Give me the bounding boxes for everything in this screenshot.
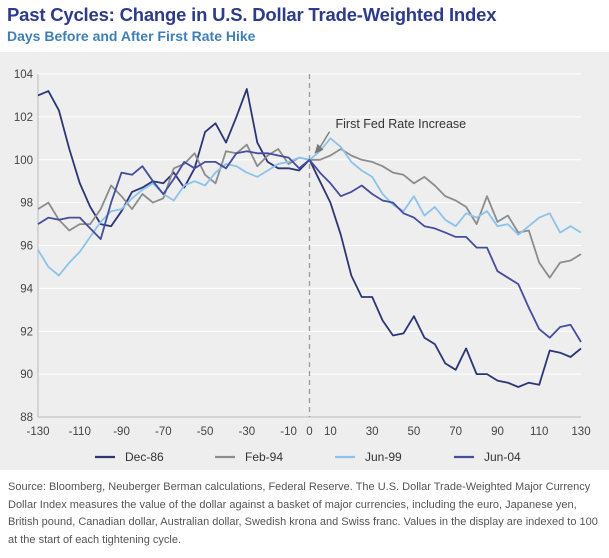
y-tick-label: 90 bbox=[20, 369, 33, 381]
series-line-jun-04 bbox=[37, 150, 582, 343]
x-tick-label: -10 bbox=[280, 426, 297, 438]
y-tick-label: 88 bbox=[20, 412, 33, 424]
x-tick-label: 110 bbox=[530, 426, 548, 438]
x-tick-label: 30 bbox=[366, 426, 379, 438]
plot-background bbox=[0, 52, 609, 470]
y-tick-label: 102 bbox=[14, 112, 33, 124]
x-tick-label: -130 bbox=[26, 426, 49, 438]
annotation-label: First Fed Rate Increase bbox=[336, 117, 467, 131]
y-tick-label: 92 bbox=[20, 326, 33, 338]
x-tick-label: -90 bbox=[113, 426, 130, 438]
x-tick-label: -50 bbox=[197, 426, 214, 438]
y-tick-label: 104 bbox=[14, 69, 34, 81]
x-tick-label: 10 bbox=[324, 426, 337, 438]
annotation-arrowhead bbox=[314, 143, 324, 154]
y-tick-label: 100 bbox=[14, 155, 33, 167]
x-tick-label: 50 bbox=[408, 426, 421, 438]
chart-subtitle: Days Before and After First Rate Hike bbox=[7, 28, 256, 44]
x-tick-label: 70 bbox=[449, 426, 462, 438]
y-tick-label: 94 bbox=[20, 283, 33, 295]
x-tick-label: 130 bbox=[571, 426, 590, 438]
legend-label: Jun-04 bbox=[484, 450, 521, 464]
chart-title: Past Cycles: Change in U.S. Dollar Trade… bbox=[7, 4, 497, 25]
x-tick-label: 90 bbox=[491, 426, 504, 438]
x-tick-label: -110 bbox=[69, 426, 91, 438]
legend-label: Feb-94 bbox=[245, 450, 283, 464]
source-note: Source: Bloomberg, Neuberger Berman calc… bbox=[8, 481, 598, 546]
x-tick-label: -30 bbox=[239, 426, 256, 438]
x-tick-label: -70 bbox=[155, 426, 172, 438]
legend-label: Jun-99 bbox=[365, 450, 402, 464]
legend-label: Dec-86 bbox=[125, 450, 164, 464]
x-tick-label: 0 bbox=[306, 426, 312, 438]
y-tick-label: 98 bbox=[20, 198, 33, 210]
y-tick-label: 96 bbox=[20, 241, 33, 253]
